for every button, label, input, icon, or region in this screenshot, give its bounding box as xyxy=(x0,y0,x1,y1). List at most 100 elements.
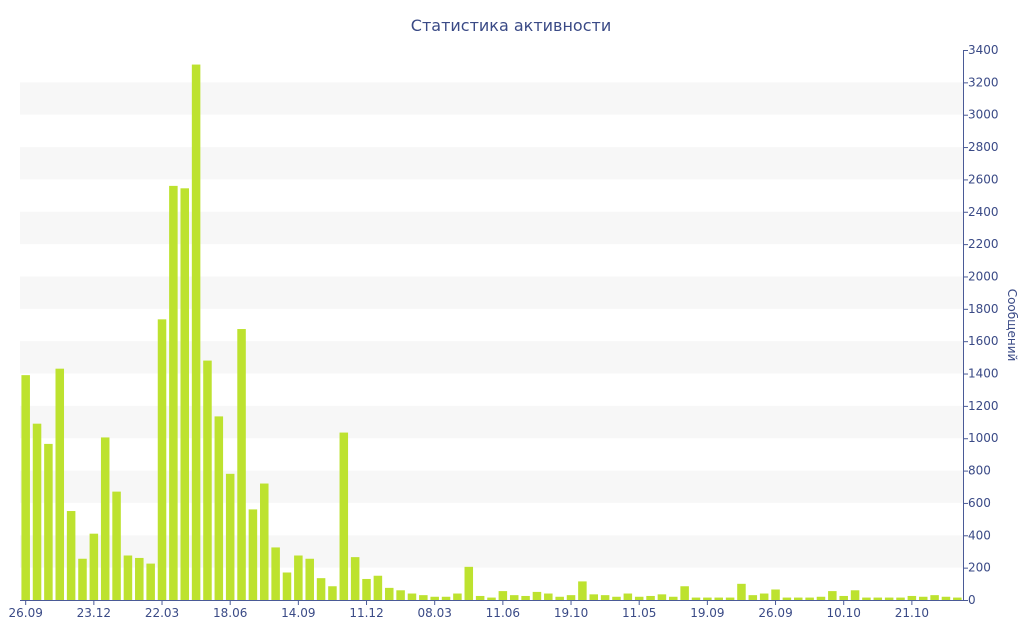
bar xyxy=(918,596,928,600)
bar xyxy=(589,594,599,600)
y-tick-label: 2400 xyxy=(968,205,999,219)
bar xyxy=(271,547,280,600)
bar xyxy=(248,509,258,600)
bar xyxy=(191,64,201,600)
bar xyxy=(703,597,712,600)
bar xyxy=(112,491,121,600)
bar xyxy=(487,597,496,600)
bar xyxy=(657,594,667,600)
bar xyxy=(509,595,519,600)
bar xyxy=(157,319,167,600)
bar xyxy=(419,595,428,600)
bar xyxy=(362,578,371,600)
bar xyxy=(282,572,292,600)
bar xyxy=(453,593,462,600)
bar xyxy=(32,423,42,600)
bar xyxy=(634,596,644,600)
x-tick-label: 21.10 xyxy=(895,606,929,620)
bar xyxy=(430,596,439,600)
bar xyxy=(373,575,383,600)
bar xyxy=(850,590,860,600)
bar xyxy=(44,443,53,600)
bar xyxy=(89,533,99,600)
bar xyxy=(260,483,269,600)
grid-band xyxy=(20,82,963,115)
x-tick-label: 26.09 xyxy=(758,606,792,620)
y-tick-label: 1200 xyxy=(968,399,999,413)
bar xyxy=(396,590,405,600)
bar xyxy=(135,557,144,600)
bar xyxy=(646,595,655,600)
bar xyxy=(237,329,246,600)
bar xyxy=(691,597,701,600)
y-tick-label: 2200 xyxy=(968,237,999,251)
bar xyxy=(816,596,826,600)
bar xyxy=(521,595,530,600)
bar xyxy=(316,578,326,600)
bar xyxy=(873,597,883,600)
bar xyxy=(328,586,337,600)
bar xyxy=(66,511,76,600)
grid-band xyxy=(20,276,963,309)
y-tick-label: 1600 xyxy=(968,334,999,348)
x-tick-label: 10.10 xyxy=(827,606,861,620)
bar xyxy=(794,597,803,600)
bar xyxy=(555,596,564,600)
bar xyxy=(294,555,303,600)
bar xyxy=(907,595,917,600)
bar xyxy=(578,581,587,600)
bar xyxy=(566,595,576,600)
bar xyxy=(339,432,349,600)
bar xyxy=(384,587,394,600)
bar xyxy=(737,583,746,600)
x-tick-label: 14.09 xyxy=(281,606,315,620)
bar xyxy=(532,591,542,600)
bar xyxy=(21,375,30,600)
bar xyxy=(839,595,848,600)
bar xyxy=(55,368,65,600)
y-tick-label: 800 xyxy=(968,464,991,478)
bar xyxy=(748,595,758,600)
y-tick-label: 3400 xyxy=(968,43,999,57)
bar xyxy=(714,597,723,600)
y-tick-label: 2800 xyxy=(968,140,999,154)
bar xyxy=(896,597,905,600)
bar xyxy=(78,558,87,600)
bar xyxy=(350,557,360,600)
y-tick-label: 400 xyxy=(968,528,991,542)
x-tick-label: 26.09 xyxy=(9,606,43,620)
grid-band xyxy=(20,211,963,245)
x-tick-label: 19.10 xyxy=(554,606,588,620)
x-tick-label: 19.09 xyxy=(690,606,724,620)
bar xyxy=(214,416,224,600)
bar xyxy=(669,596,678,600)
x-tick-label: 23.12 xyxy=(77,606,111,620)
x-tick-label: 11.05 xyxy=(622,606,656,620)
bar xyxy=(180,188,189,600)
bar xyxy=(930,595,939,600)
bar xyxy=(100,437,110,600)
bar xyxy=(725,597,735,600)
x-tick-label: 11.12 xyxy=(349,606,383,620)
y-tick-label: 1800 xyxy=(968,302,999,316)
bar xyxy=(464,566,474,600)
y-tick-label: 0 xyxy=(968,593,976,607)
bar xyxy=(441,596,451,600)
bar xyxy=(953,597,962,600)
bar xyxy=(600,595,610,600)
bar xyxy=(884,597,894,600)
bar xyxy=(169,185,178,600)
bar xyxy=(203,360,212,600)
bar xyxy=(544,593,553,600)
y-tick-label: 200 xyxy=(968,561,991,575)
x-axis-ticks: 26.09 23.12 22.03 18.06 14.09 11.12 08.03 11.06… xyxy=(9,600,929,620)
y-tick-label: 1400 xyxy=(968,367,999,381)
bar xyxy=(771,589,780,600)
y-tick-label: 2000 xyxy=(968,269,999,283)
chart-title: Статистика активности xyxy=(411,16,611,35)
x-tick-label: 22.03 xyxy=(145,606,179,620)
y-tick-label: 1000 xyxy=(968,431,999,445)
bars xyxy=(21,64,962,600)
bar xyxy=(305,558,314,600)
